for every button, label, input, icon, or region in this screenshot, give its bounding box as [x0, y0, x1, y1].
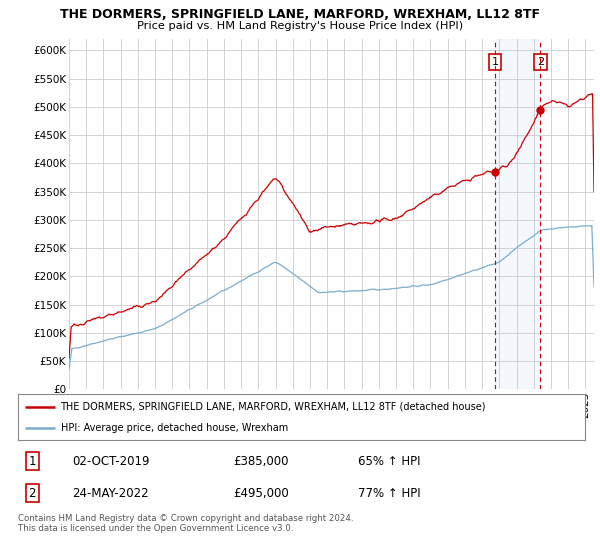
Text: 24-MAY-2022: 24-MAY-2022	[72, 487, 148, 500]
Text: 2: 2	[537, 57, 544, 67]
Text: 1: 1	[28, 455, 36, 468]
Text: 02-OCT-2019: 02-OCT-2019	[72, 455, 149, 468]
Text: 65% ↑ HPI: 65% ↑ HPI	[358, 455, 421, 468]
Text: 2: 2	[28, 487, 36, 500]
Text: 1: 1	[491, 57, 499, 67]
Text: HPI: Average price, detached house, Wrexham: HPI: Average price, detached house, Wrex…	[61, 423, 288, 433]
Text: Contains HM Land Registry data © Crown copyright and database right 2024.
This d: Contains HM Land Registry data © Crown c…	[18, 514, 353, 534]
Bar	[495, 39, 540, 389]
Text: THE DORMERS, SPRINGFIELD LANE, MARFORD, WREXHAM, LL12 8TF (detached house): THE DORMERS, SPRINGFIELD LANE, MARFORD, …	[61, 402, 486, 412]
Text: THE DORMERS, SPRINGFIELD LANE, MARFORD, WREXHAM, LL12 8TF: THE DORMERS, SPRINGFIELD LANE, MARFORD, …	[60, 8, 540, 21]
Text: £495,000: £495,000	[233, 487, 289, 500]
Text: Price paid vs. HM Land Registry's House Price Index (HPI): Price paid vs. HM Land Registry's House …	[137, 21, 463, 31]
Text: 77% ↑ HPI: 77% ↑ HPI	[358, 487, 421, 500]
Text: £385,000: £385,000	[233, 455, 289, 468]
